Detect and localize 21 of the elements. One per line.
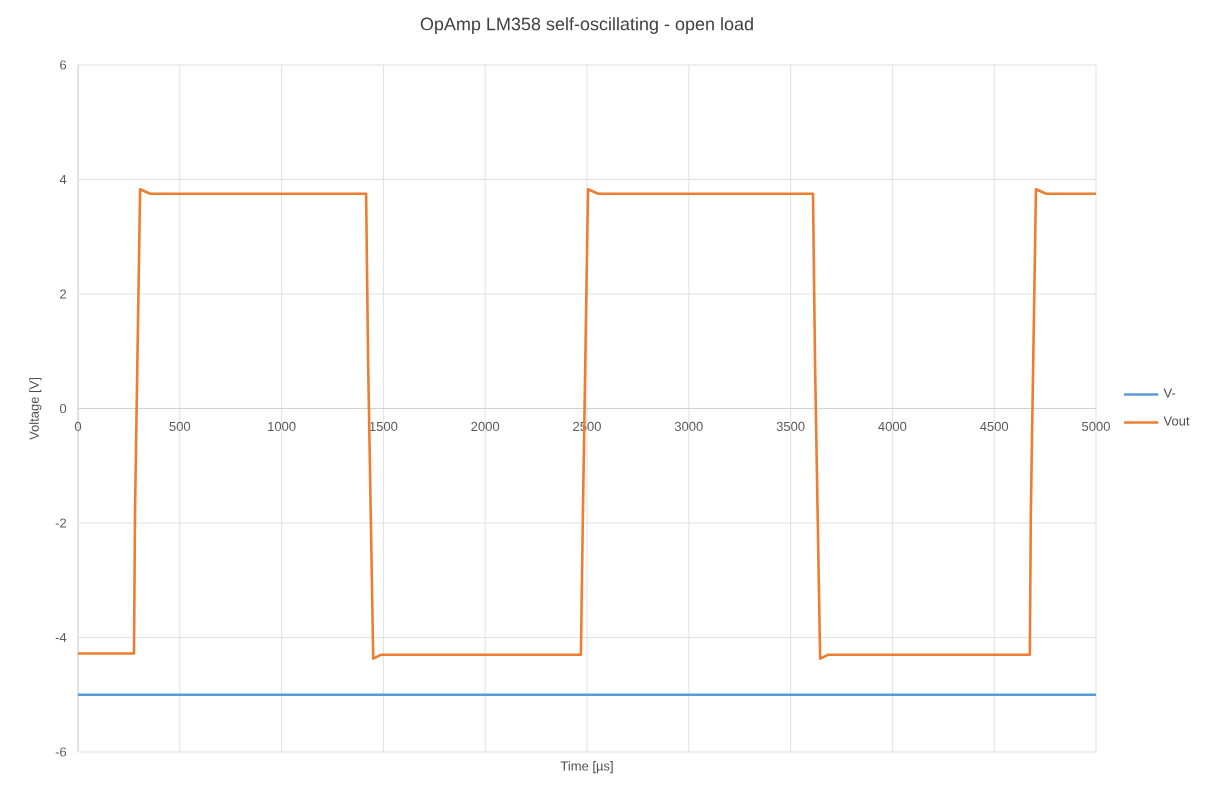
x-tick-label: 4500 [980,421,1009,432]
legend-label: Vout [1163,416,1190,426]
y-tick-label: 4 [59,175,67,184]
x-tick-label: 4000 [878,421,907,432]
y-tick-label: 2 [60,289,66,299]
y-axis-title: Voltage [V] [29,377,42,440]
y-tick-label: 0 [59,403,67,414]
x-tick-label: 1000 [268,421,296,432]
x-tick-label: 3000 [674,421,703,432]
y-tick-label: 6 [60,60,67,70]
x-tick-label: 3500 [776,421,805,432]
legend-label: V- [1163,388,1176,398]
x-tick-label: 0 [74,421,82,432]
y-tick-label: -6 [55,747,67,757]
y-tick-label: -4 [55,633,67,642]
x-tick-label: 5000 [1082,421,1110,432]
x-axis-title: Time [µs] [560,761,613,774]
y-tick-label: -2 [55,518,66,528]
x-tick-label: 500 [169,421,191,432]
x-tick-label: 2000 [471,421,500,432]
chart-title: OpAmp LM358 self-oscillating - open load [420,17,753,34]
